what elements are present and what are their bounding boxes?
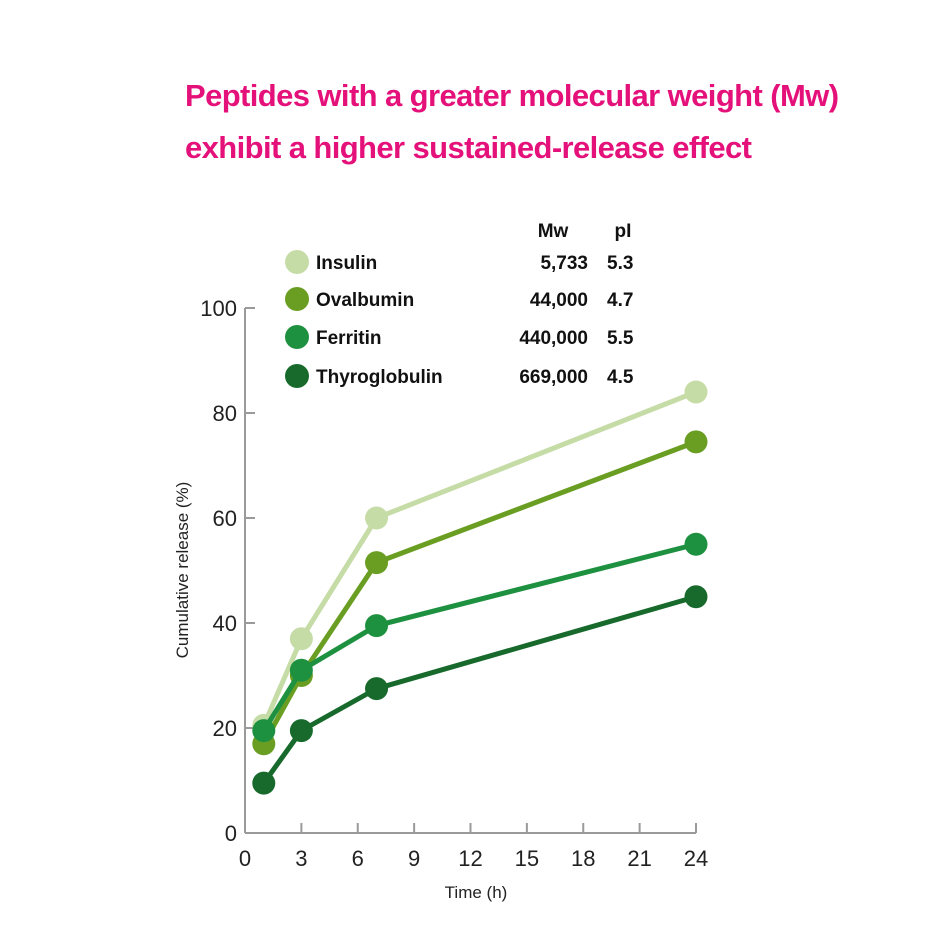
data-point-thyroglobulin <box>252 771 276 795</box>
y-tick-label: 100 <box>200 296 237 321</box>
data-point-thyroglobulin <box>289 719 313 743</box>
x-tick-label: 21 <box>627 846 651 871</box>
x-tick-label: 24 <box>684 846 708 871</box>
legend-pi-value: 5.5 <box>607 328 634 349</box>
x-tick-label: 6 <box>352 846 364 871</box>
data-point-insulin <box>289 627 313 651</box>
legend-pi-value: 4.7 <box>607 290 633 311</box>
x-tick-label: 12 <box>458 846 482 871</box>
series-thyroglobulin <box>252 585 708 795</box>
legend-label: Insulin <box>316 253 377 274</box>
x-tick-label: 15 <box>515 846 539 871</box>
x-tick-label: 18 <box>571 846 595 871</box>
data-point-ferritin <box>289 658 313 682</box>
x-tick-label: 3 <box>295 846 307 871</box>
legend-item-insulin: Insulin 5,733 5.3 <box>285 250 633 274</box>
y-axis-label: Cumulative release (%) <box>173 482 192 659</box>
legend-item-ferritin: Ferritin 440,000 5.5 <box>285 325 634 349</box>
series-line-thyroglobulin <box>261 594 697 785</box>
chart-title-line-2: exhibit a higher sustained-release effec… <box>185 130 752 165</box>
series-layer <box>252 380 708 795</box>
series-line-ovalbumin <box>261 439 697 745</box>
y-tick-label: 20 <box>213 716 237 741</box>
legend-header-mw: Mw <box>538 221 569 242</box>
legend-item-ovalbumin: Ovalbumin 44,000 4.7 <box>285 287 633 311</box>
x-tick-label: 9 <box>408 846 420 871</box>
x-tick-label: 0 <box>239 846 251 871</box>
y-tick-label: 80 <box>213 401 237 426</box>
legend-mw-value: 44,000 <box>530 290 588 311</box>
legend-mw-value: 440,000 <box>519 328 588 349</box>
data-point-insulin <box>684 380 708 404</box>
legend-item-thyroglobulin: Thyroglobulin 669,000 4.5 <box>285 364 634 388</box>
data-point-thyroglobulin <box>684 585 708 609</box>
legend: Mw pI Insulin 5,733 5.3 Ovalbumin 44,000 4.7 Fer… <box>285 221 634 388</box>
y-tick-label: 40 <box>213 611 237 636</box>
legend-label: Ovalbumin <box>316 290 414 311</box>
legend-header-pi: pI <box>615 221 632 242</box>
data-point-ovalbumin <box>684 430 708 454</box>
legend-label: Thyroglobulin <box>316 367 443 388</box>
legend-marker <box>285 250 309 274</box>
data-point-ferritin <box>252 719 276 743</box>
data-point-insulin <box>365 506 389 530</box>
y-tick-label: 60 <box>213 506 237 531</box>
data-point-ferritin <box>684 532 708 556</box>
x-axis-label: Time (h) <box>445 883 508 902</box>
series-line-ferritin <box>261 541 697 732</box>
legend-marker <box>285 364 309 388</box>
chart-title-line-1: Peptides with a greater molecular weight… <box>185 78 838 113</box>
legend-marker <box>285 325 309 349</box>
axes: 0 3 6 9 12 15 18 21 24 0 20 40 60 80 100 <box>200 296 708 871</box>
data-point-ovalbumin <box>365 551 389 575</box>
series-line-insulin <box>261 389 697 727</box>
legend-label: Ferritin <box>316 328 381 349</box>
legend-pi-value: 5.3 <box>607 253 633 274</box>
legend-mw-value: 5,733 <box>540 253 588 274</box>
data-point-ferritin <box>365 614 389 638</box>
legend-pi-value: 4.5 <box>607 367 634 388</box>
series-ferritin <box>252 532 708 743</box>
legend-marker <box>285 287 309 311</box>
legend-mw-value: 669,000 <box>519 367 588 388</box>
y-tick-label: 0 <box>225 821 237 846</box>
data-point-thyroglobulin <box>365 677 389 701</box>
